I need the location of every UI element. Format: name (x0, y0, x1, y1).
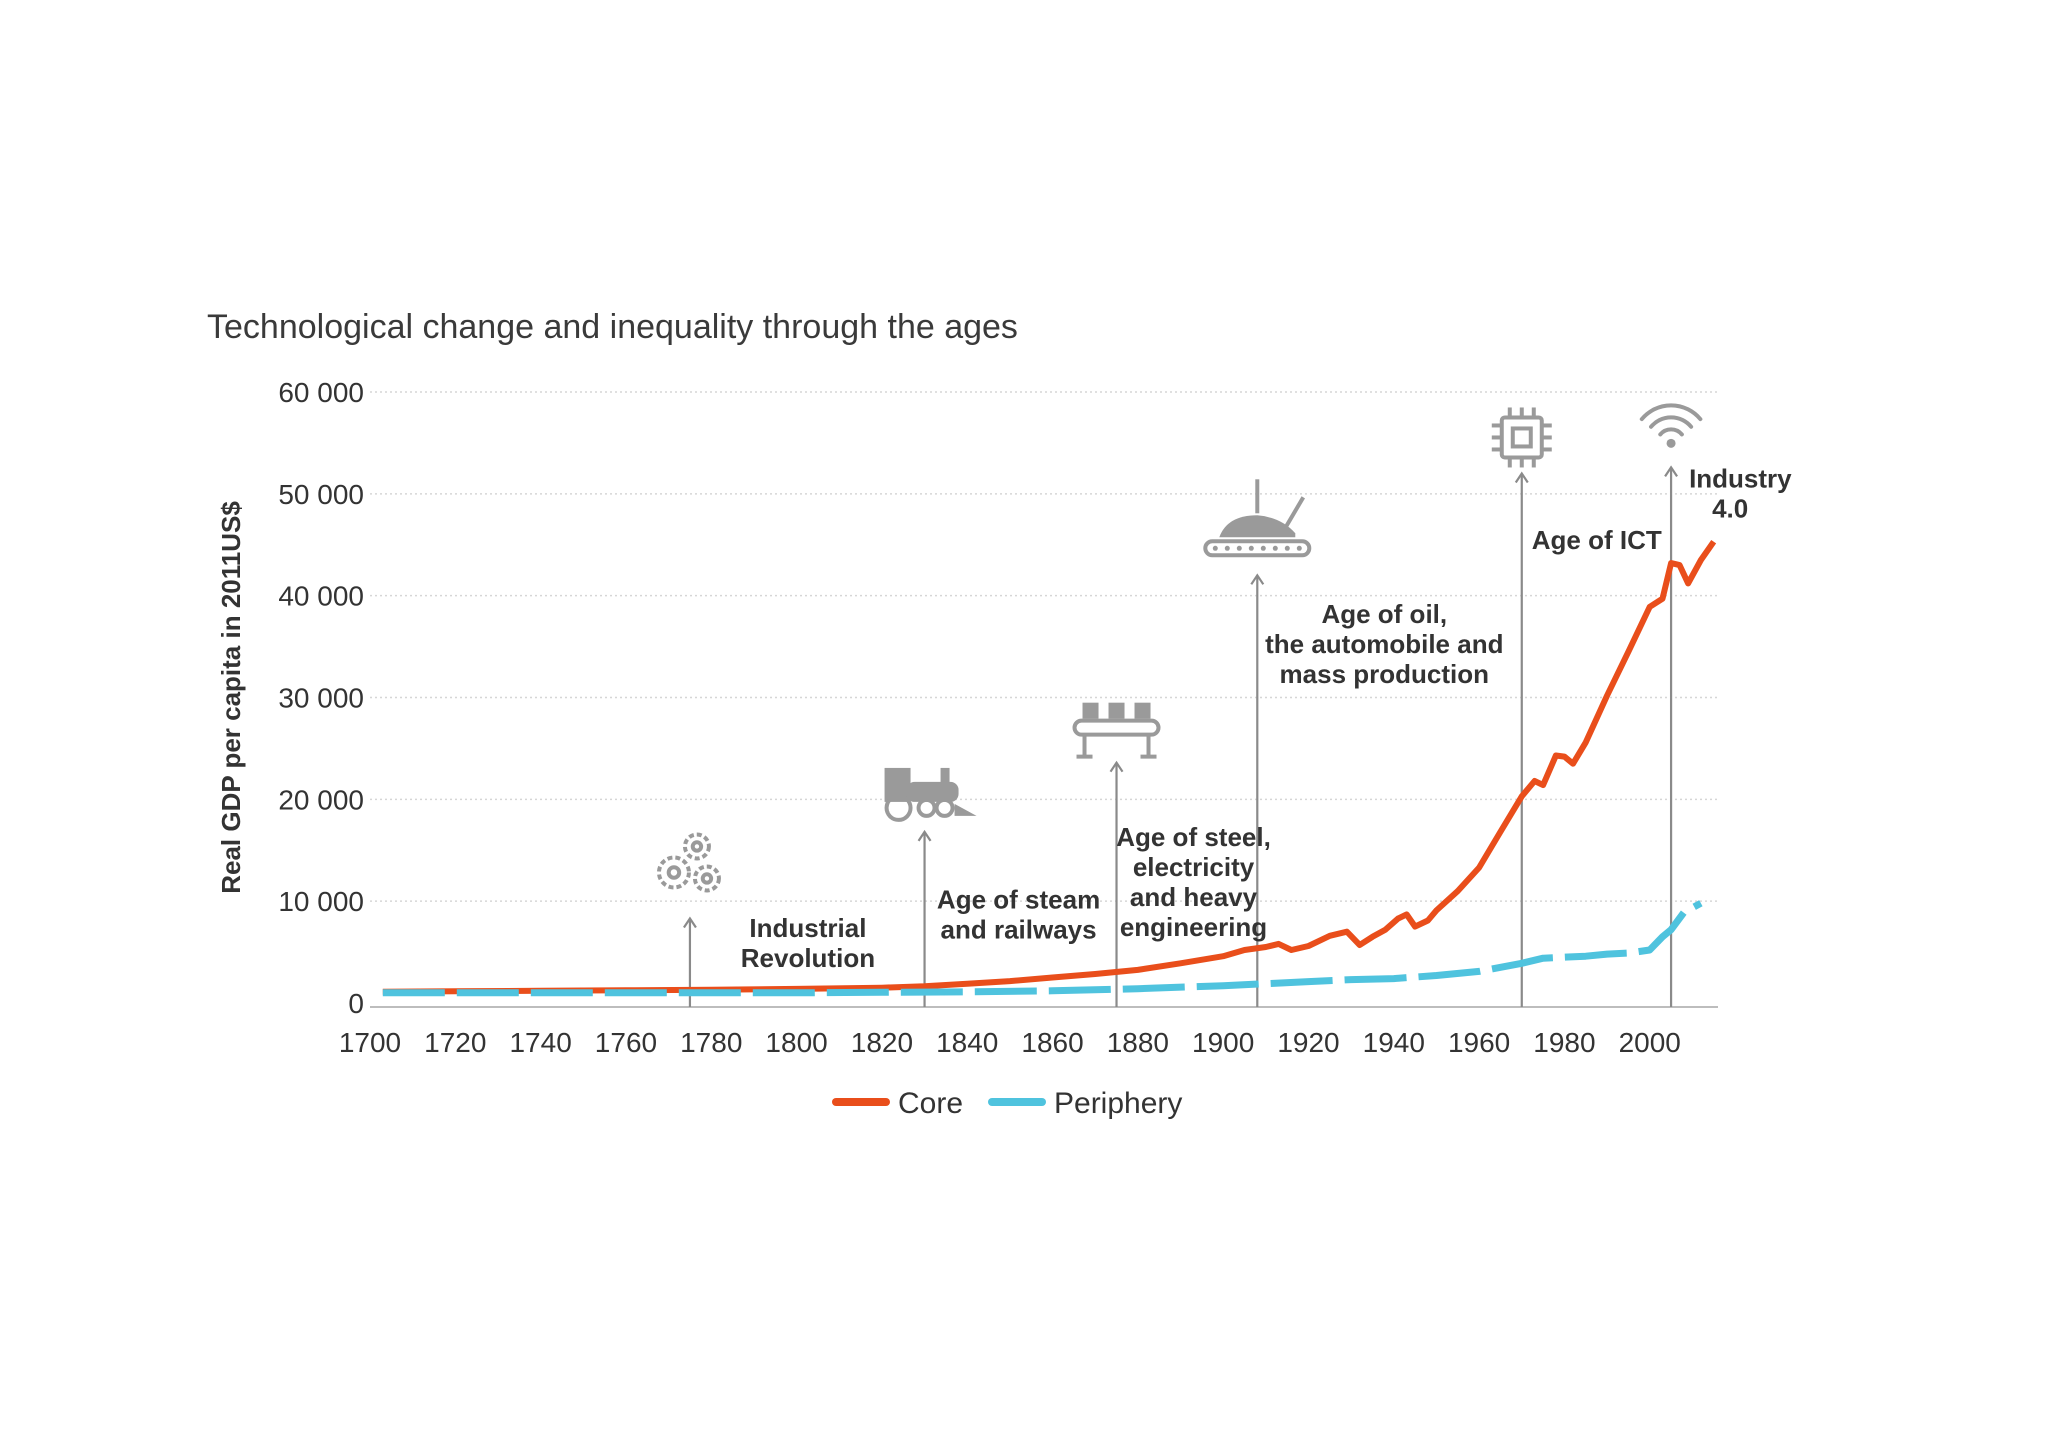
annotation-label: Industry 4.0 (1689, 464, 1792, 524)
y-tick-label: 0 (348, 988, 364, 1019)
x-tick-label: 1980 (1533, 1027, 1595, 1058)
annotation-label: Industrial Revolution (741, 913, 875, 973)
annotation-arrowhead (683, 916, 697, 929)
locomotive-icon (884, 767, 977, 822)
annotation-arrowhead (1664, 465, 1678, 477)
annotation-label: Age of steel, electricity and heavy enginee… (1116, 822, 1271, 942)
x-tick-label: 1780 (680, 1027, 742, 1058)
x-tick-label: 1920 (1277, 1027, 1339, 1058)
x-tick-label: 1720 (424, 1027, 486, 1058)
annotation-label: Age of oil, the automobile and mass produc… (1265, 599, 1503, 689)
x-tick-label: 1800 (765, 1027, 827, 1058)
y-axis-label: Real GDP per capita in 2011US$ (216, 501, 246, 894)
annotation-label: Age of steam and railways (937, 884, 1100, 944)
wifi-icon (1639, 403, 1703, 448)
assembly-line-icon (1072, 702, 1161, 759)
x-tick-label: 1880 (1107, 1027, 1169, 1058)
annotation-arrowhead (1250, 573, 1265, 585)
y-tick-label: 20 000 (278, 784, 364, 815)
x-tick-label: 1960 (1448, 1027, 1510, 1058)
x-tick-label: 1840 (936, 1027, 998, 1058)
annotation-label: Age of ICT (1532, 525, 1662, 555)
x-tick-label: 1760 (595, 1027, 657, 1058)
y-tick-label: 30 000 (278, 683, 364, 714)
x-tick-label: 1940 (1363, 1027, 1425, 1058)
series-line-periphery (382, 900, 1703, 997)
y-tick-label: 10 000 (278, 886, 364, 917)
y-tick-label: 50 000 (278, 479, 364, 510)
x-tick-label: 2000 (1619, 1027, 1681, 1058)
annotation-arrowhead (1514, 471, 1529, 484)
legend-label-periphery: Periphery (1054, 1087, 1182, 1120)
series-line-core (382, 539, 1717, 995)
microchip-icon (1491, 407, 1552, 468)
x-tick-label: 1740 (509, 1027, 571, 1058)
x-tick-label: 1700 (339, 1027, 401, 1058)
x-tick-label: 1860 (1021, 1027, 1083, 1058)
x-tick-label: 1820 (851, 1027, 913, 1058)
legend-label-core: Core (898, 1087, 963, 1120)
chart-title: Technological change and inequality thro… (207, 308, 1018, 346)
annotation-arrowhead (917, 829, 932, 842)
y-tick-label: 40 000 (278, 581, 364, 612)
y-tick-label: 60 000 (278, 377, 364, 408)
annotation-arrowhead (1109, 760, 1124, 773)
car-factory-icon (1203, 479, 1312, 558)
x-tick-label: 1900 (1192, 1027, 1254, 1058)
gears-icon (656, 832, 721, 893)
